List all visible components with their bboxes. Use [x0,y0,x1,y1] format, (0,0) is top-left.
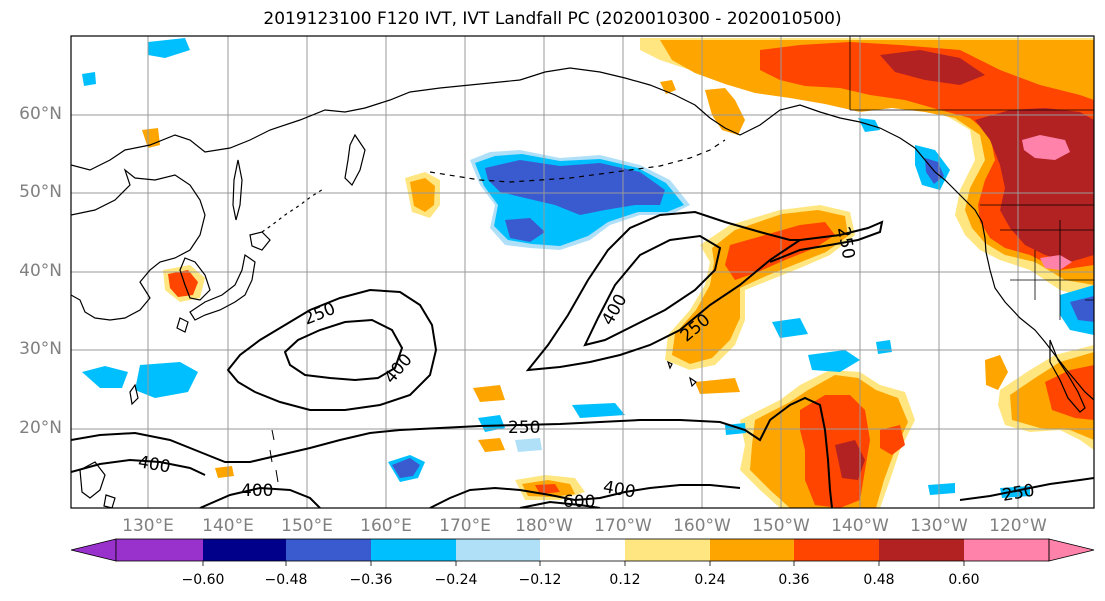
lat-label: 30°N [19,339,62,359]
colorbar [70,538,1095,566]
lat-label: 40°N [19,261,62,281]
shading-south-darkred [835,440,865,480]
lon-label: 180°W [515,516,573,536]
colorbar-bin [625,539,710,561]
shading-canada-darkred-2 [880,50,985,85]
borders [849,36,1094,320]
lon-label: 130°W [910,516,968,536]
lon-label: 170°W [594,516,652,536]
graticule [71,36,1094,508]
lon-label: 130°E [122,516,174,536]
colorbar-bin [456,539,540,561]
colorbar-bin [116,539,203,561]
colorbar-tick-label: 0.48 [863,572,895,588]
shading-canada-pink-2 [1040,255,1072,270]
shading-band-red [725,222,835,280]
lat-label: 50°N [19,182,62,202]
colorbar-bin [710,539,794,561]
lat-label: 60°N [19,104,62,124]
ivt-contours [71,210,1094,508]
lon-label: 150°W [752,516,810,536]
colorbar-bin [540,539,625,561]
colorbar-tick-label: 0.12 [609,572,641,588]
lat-label: 20°N [19,418,62,438]
coastlines [71,67,1094,508]
colorbar-bin [286,539,371,561]
lon-label: 140°E [202,516,254,536]
shading-canada-pink [1022,135,1070,160]
colorbar-extend-high [1048,538,1095,562]
colorbar-tick-label: 0.24 [694,572,726,588]
colorbar-extend-low [70,538,117,562]
colorbar-tick-label: −0.24 [434,572,478,588]
contour-label: 600 [563,492,595,512]
colorbar-tick-label: −0.48 [264,572,308,588]
colorbar-tick-label: 0.60 [948,572,980,588]
colorbar-bin [203,539,286,561]
colorbar-tick-label: −0.12 [518,572,562,588]
shading-neg-blue [485,160,665,215]
lon-label: 150°E [281,516,333,536]
colorbar-bin [794,539,879,561]
colorbar-tick-label: −0.36 [349,572,393,588]
contour-label: 400 [241,481,273,501]
lon-label: 120°W [989,516,1047,536]
shading-south-red [800,395,870,508]
colorbar-bin [879,539,964,561]
colorbar-tick-label: −0.60 [181,572,225,588]
shading-south-red-2 [880,425,905,455]
lon-label: 160°W [673,516,731,536]
colorbar-tick-label: 0.36 [778,572,810,588]
map-title: 2019123100 F120 IVT, IVT Landfall PC (20… [263,9,842,29]
lon-label: 170°E [439,516,491,536]
contour-label: 250 [508,418,540,438]
colorbar-bin [964,539,1049,561]
lon-label: 160°E [360,516,412,536]
colorbar-bin [371,539,456,561]
map-frame [70,35,1095,509]
lon-label: 140°W [831,516,889,536]
